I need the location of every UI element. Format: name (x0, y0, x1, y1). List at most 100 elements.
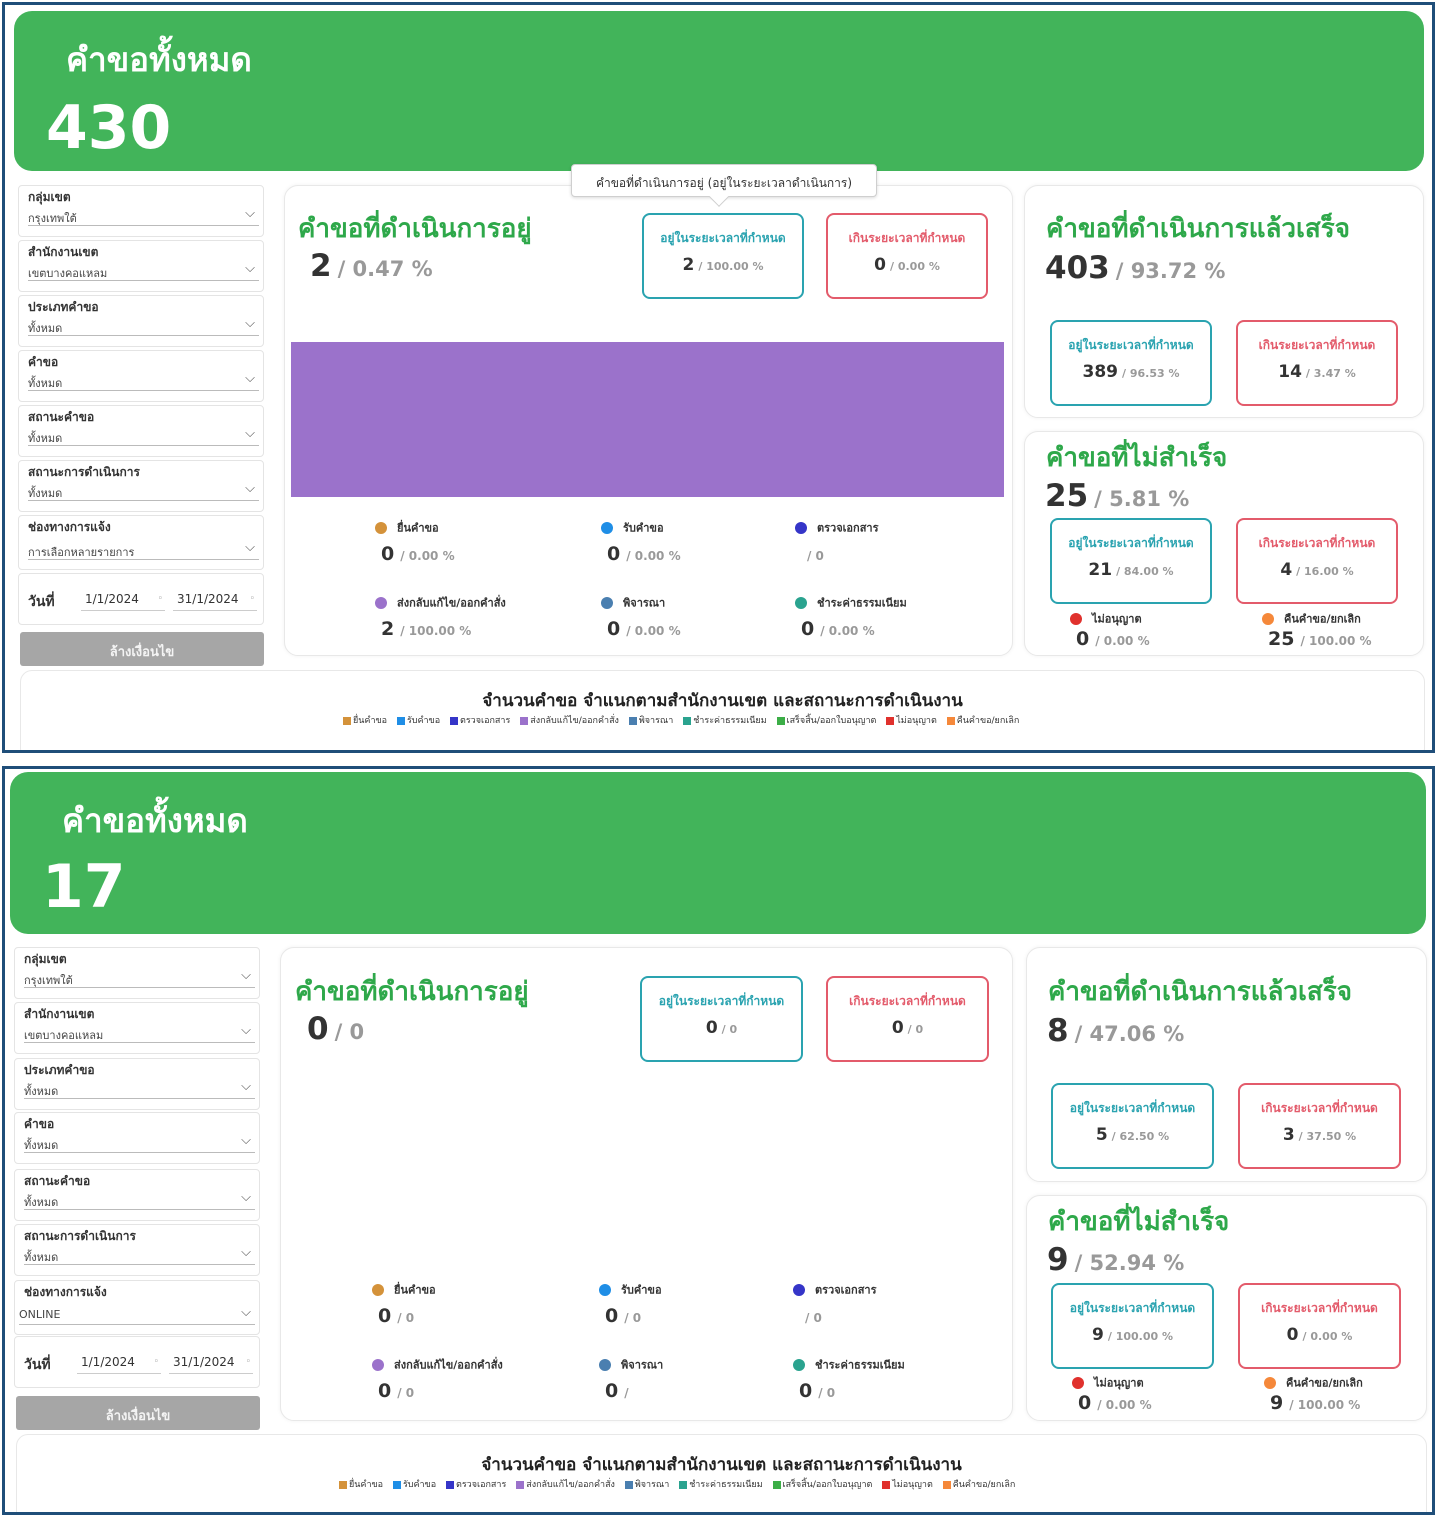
ontime-label: อยู่ในระยะเวลาที่กำหนด (660, 231, 786, 245)
completed-overdue-box[interactable]: เกินระยะเวลาที่กำหนด 3/ 37.50 % (1238, 1083, 1401, 1169)
filter-channel[interactable]: ช่องทางการแจ้ง การเลือกหลายรายการ ⌵ (18, 515, 264, 570)
ontime-count: 5 (1095, 1125, 1108, 1145)
ontime-percent: / 100.00 % (1107, 1330, 1173, 1343)
completed-ontime-box[interactable]: อยู่ในระยะเวลาที่กำหนด 5/ 62.50 % (1051, 1083, 1214, 1169)
date-label: วันที่ (28, 594, 55, 610)
legend-label: คืนคำขอ/ยกเลิก (952, 1480, 1016, 1490)
completed-overdue-box[interactable]: เกินระยะเวลาที่กำหนด 14/ 3.47 % (1236, 320, 1398, 406)
legend-item[interactable]: ตรวจเอกสาร (446, 1477, 506, 1491)
ontime-percent: / 100.00 % (698, 260, 764, 273)
select-value: เขตบางคอแหลม (24, 1029, 104, 1042)
select-value: ทั้งหมด (28, 432, 63, 445)
status-dot-icon (793, 1283, 805, 1296)
filter-process-status[interactable]: สถานะการดำเนินการ ทั้งหมด ⌵ (14, 1224, 260, 1276)
legend-label: พิจารณา (634, 1480, 670, 1490)
calendar-icon[interactable]: ◦ (153, 1357, 159, 1367)
status-value: 0 / 0.00 % (801, 618, 875, 640)
failed-title: คำขอที่ไม่สำเร็จ (1046, 443, 1228, 473)
legend-label: ยื่นคำขอ (349, 1480, 384, 1490)
process-status-select[interactable]: ทั้งหมด ⌵ (28, 481, 259, 501)
failed-ontime-box[interactable]: อยู่ในระยะเวลาที่กำหนด 21/ 84.00 % (1050, 518, 1212, 604)
overdue-value: 4/ 16.00 % (1238, 560, 1396, 580)
status-label: คืนคำขอ/ยกเลิก (1286, 1376, 1363, 1390)
status-dot-icon (1262, 612, 1274, 625)
clear-filters-button[interactable]: ล้างเงื่อนไข (16, 1396, 260, 1430)
legend-item[interactable]: ตรวจเอกสาร (450, 713, 510, 727)
request-select[interactable]: ทั้งหมด ⌵ (28, 371, 259, 391)
calendar-icon[interactable]: ◦ (245, 1357, 251, 1367)
legend-item[interactable]: คืนคำขอ/ยกเลิก (946, 713, 1019, 727)
filter-zone-group[interactable]: กลุ่มเขต กรุงเทพใต้ ⌵ (18, 185, 264, 237)
failed-ontime-box[interactable]: อยู่ในระยะเวลาที่กำหนด 9/ 100.00 % (1051, 1283, 1214, 1369)
status-count: 0 (799, 1380, 813, 1402)
request-type-select[interactable]: ทั้งหมด ⌵ (28, 316, 259, 336)
legend-item[interactable]: ส่งกลับแก้ไข/ออกคำสั่ง (516, 1477, 615, 1491)
failed-overdue-box[interactable]: เกินระยะเวลาที่กำหนด 0/ 0.00 % (1238, 1283, 1401, 1369)
end-date-input[interactable]: 31/1/2024 ◦ (173, 589, 257, 611)
overdue-label: เกินระยะเวลาที่กำหนด (1258, 338, 1376, 352)
in-progress-bar[interactable] (291, 342, 1004, 497)
filter-request-status[interactable]: สถานะคำขอ ทั้งหมด ⌵ (18, 405, 264, 457)
legend-item[interactable]: เสร็จสิ้น/ออกใบอนุญาต (772, 1477, 872, 1491)
legend-item[interactable]: พิจารณา (624, 1477, 670, 1491)
process-status-select[interactable]: ทั้งหมด ⌵ (24, 1245, 255, 1265)
start-date-input[interactable]: 1/1/2024 ◦ (81, 589, 165, 611)
filter-zone-group[interactable]: กลุ่มเขต กรุงเทพใต้ ⌵ (14, 947, 260, 999)
filter-district-office[interactable]: สำนักงานเขต เขตบางคอแหลม ⌵ (18, 240, 264, 292)
request-status-select[interactable]: ทั้งหมด ⌵ (28, 426, 259, 446)
filter-request[interactable]: คำขอ ทั้งหมด ⌵ (14, 1112, 260, 1164)
channel-select[interactable]: การเลือกหลายรายการ ⌵ (28, 540, 259, 560)
status-value: 0/ (605, 1380, 629, 1402)
legend-item[interactable]: ไม่อนุญาต (886, 713, 937, 727)
legend-item[interactable]: ส่งกลับแก้ไข/ออกคำสั่ง (520, 713, 619, 727)
start-date-input[interactable]: 1/1/2024 ◦ (77, 1352, 161, 1374)
end-date-input[interactable]: 31/1/2024 ◦ (169, 1352, 253, 1374)
failed-overdue-box[interactable]: เกินระยะเวลาที่กำหนด 4/ 16.00 % (1236, 518, 1398, 604)
completed-ontime-box[interactable]: อยู่ในระยะเวลาที่กำหนด 389/ 96.53 % (1050, 320, 1212, 406)
legend-item[interactable]: พิจารณา (628, 713, 674, 727)
filter-request[interactable]: คำขอ ทั้งหมด ⌵ (18, 350, 264, 402)
zone-group-select[interactable]: กรุงเทพใต้ ⌵ (28, 206, 259, 226)
calendar-icon[interactable]: ◦ (157, 594, 163, 604)
in-progress-ontime-box[interactable]: อยู่ในระยะเวลาที่กำหนด 0/ 0 (640, 976, 803, 1062)
filter-request-status[interactable]: สถานะคำขอ ทั้งหมด ⌵ (14, 1169, 260, 1221)
calendar-icon[interactable]: ◦ (249, 594, 255, 604)
legend-label: พิจารณา (638, 716, 674, 726)
legend-item[interactable]: รับคำขอ (392, 1477, 436, 1491)
ontime-value: 389/ 96.53 % (1052, 362, 1210, 382)
clear-filters-button[interactable]: ล้างเงื่อนไข (20, 632, 264, 666)
legend-item[interactable]: ชำระค่าธรรมเนียม (683, 713, 767, 727)
status-label: รับคำขอ (623, 521, 664, 535)
filter-district-office[interactable]: สำนักงานเขต เขตบางคอแหลม ⌵ (14, 1002, 260, 1054)
filter-request-type[interactable]: ประเภทคำขอ ทั้งหมด ⌵ (14, 1058, 260, 1110)
in-progress-ontime-box[interactable]: อยู่ในระยะเวลาที่กำหนด 2/ 100.00 % (642, 213, 804, 299)
chevron-down-icon: ⌵ (245, 540, 255, 555)
legend-item[interactable]: ยื่นคำขอ (343, 713, 387, 727)
completed-percent: / 93.72 % (1115, 259, 1226, 283)
channel-select[interactable]: ONLINE ⌵ (19, 1305, 255, 1325)
filter-request-type[interactable]: ประเภทคำขอ ทั้งหมด ⌵ (18, 295, 264, 347)
filter-label: ประเภทคำขอ (24, 1063, 95, 1077)
legend-item[interactable]: ไม่อนุญาต (882, 1477, 933, 1491)
in-progress-overdue-box[interactable]: เกินระยะเวลาที่กำหนด 0 / 0.00 % (826, 213, 988, 299)
zone-group-select[interactable]: กรุงเทพใต้ ⌵ (24, 968, 255, 988)
in-progress-percent: / 0.47 % (337, 257, 433, 281)
filter-process-status[interactable]: สถานะการดำเนินการ ทั้งหมด ⌵ (18, 460, 264, 512)
status-dot-icon (372, 1358, 384, 1371)
legend-item[interactable]: คืนคำขอ/ยกเลิก (942, 1477, 1016, 1491)
district-office-select[interactable]: เขตบางคอแหลม ⌵ (28, 261, 259, 281)
request-select[interactable]: ทั้งหมด ⌵ (24, 1133, 255, 1153)
request-status-select[interactable]: ทั้งหมด ⌵ (24, 1190, 255, 1210)
legend-label: ไม่อนุญาต (892, 1480, 933, 1490)
district-office-select[interactable]: เขตบางคอแหลม ⌵ (24, 1023, 255, 1043)
status-returned-cancelled: คืนคำขอ/ยกเลิก 25 / 100.00 % (1262, 608, 1432, 650)
filter-channel[interactable]: ช่องทางการแจ้ง ONLINE ⌵ (14, 1280, 260, 1335)
legend-item[interactable]: ยื่นคำขอ (339, 1477, 383, 1491)
legend-item[interactable]: ชำระค่าธรรมเนียม (679, 1477, 763, 1491)
in-progress-overdue-box[interactable]: เกินระยะเวลาที่กำหนด 0/ 0 (826, 976, 989, 1062)
legend-item[interactable]: เสร็จสิ้น/ออกใบอนุญาต (776, 713, 876, 727)
failed-percent: / 52.94 % (1074, 1251, 1185, 1275)
legend-item[interactable]: รับคำขอ (396, 713, 440, 727)
completed-value: 8/ 47.06 % (1047, 1013, 1184, 1049)
request-type-select[interactable]: ทั้งหมด ⌵ (24, 1079, 255, 1099)
